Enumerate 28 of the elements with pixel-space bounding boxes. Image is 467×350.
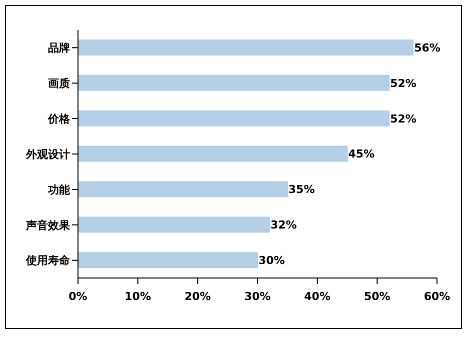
data-label: 32% (270, 218, 297, 232)
data-label: 45% (348, 148, 375, 161)
y-tick-label: 声音效果 (25, 218, 71, 232)
bar (78, 146, 348, 162)
bar (78, 252, 258, 268)
data-label: 30% (258, 254, 285, 267)
x-tick-label: 30% (244, 290, 271, 303)
x-tick-label: 10% (124, 290, 152, 303)
x-tick-label: 50% (364, 290, 390, 303)
y-tick-label: 功能 (47, 183, 71, 196)
bar (78, 110, 390, 126)
y-tick-label: 外观设计 (25, 148, 70, 161)
x-tick-label: 40% (304, 290, 331, 303)
bar (78, 40, 414, 56)
bar (78, 216, 270, 233)
bar (78, 74, 390, 91)
x-tick-label: 0% (68, 290, 88, 303)
y-tick-label: 使用寿命 (25, 254, 71, 268)
y-tick-label: 价格 (47, 112, 71, 126)
x-tick-label: 60% (424, 290, 450, 303)
data-label: 56% (414, 41, 440, 54)
data-label: 35% (288, 183, 315, 196)
y-tick-label: 画质 (48, 77, 70, 90)
data-label: 52% (390, 76, 416, 90)
bar (78, 181, 288, 198)
data-label: 52% (390, 112, 416, 126)
y-tick-label: 品牌 (48, 42, 70, 55)
x-tick-label: 20% (184, 290, 211, 303)
